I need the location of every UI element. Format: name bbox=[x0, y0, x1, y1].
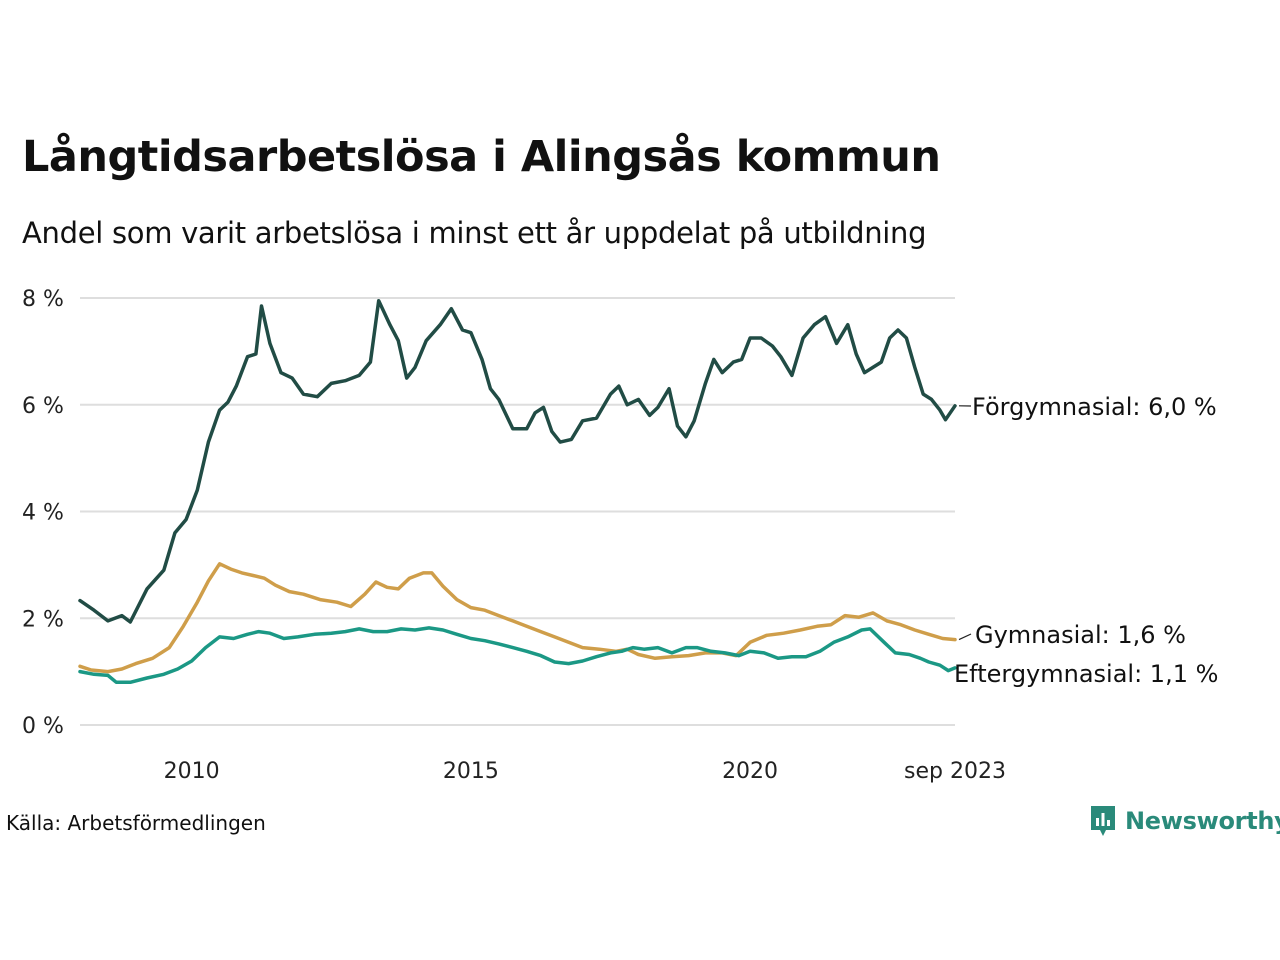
brand-name: Newsworthy bbox=[1125, 807, 1280, 835]
x-axis: 2010 2015 2020 sep 2023 bbox=[164, 759, 1006, 784]
chart-title: Långtidsarbetslösa i Alingsås kommun bbox=[22, 132, 941, 182]
chart-subtitle: Andel som varit arbetslösa i minst ett å… bbox=[22, 216, 927, 250]
line-chart: 0 % 2 % 4 % 6 % 8 % 2010 2015 2020 sep 2023 För… bbox=[22, 287, 1218, 784]
y-tick-label: 2 % bbox=[22, 607, 64, 632]
series-end-label: Eftergymnasial: 1,1 % bbox=[954, 660, 1218, 688]
label-connector bbox=[958, 633, 972, 641]
series-end-label: Gymnasial: 1,6 % bbox=[975, 621, 1186, 649]
x-tick-label: 2010 bbox=[164, 759, 220, 784]
series-line-eftergymnasial bbox=[78, 626, 957, 685]
source-note: Källa: Arbetsförmedlingen bbox=[6, 811, 266, 835]
y-tick-label: 4 % bbox=[22, 501, 64, 526]
series-line-förgymnasial bbox=[78, 298, 957, 624]
x-tick-label: 2020 bbox=[722, 759, 778, 784]
y-axis: 0 % 2 % 4 % 6 % 8 % bbox=[22, 287, 64, 739]
newsworthy-logo-icon bbox=[1091, 806, 1115, 836]
brand-logo: Newsworthy bbox=[1089, 804, 1280, 838]
y-tick-label: 6 % bbox=[22, 394, 64, 419]
x-tick-label: 2015 bbox=[443, 759, 499, 784]
gridlines bbox=[80, 297, 955, 726]
series-end-label: Förgymnasial: 6,0 % bbox=[972, 393, 1217, 421]
end-labels: Förgymnasial: 6,0 % Gymnasial: 1,6 % Efter… bbox=[954, 393, 1218, 688]
y-tick-label: 0 % bbox=[22, 714, 64, 739]
series-lines bbox=[78, 298, 957, 685]
x-tick-label: sep 2023 bbox=[904, 759, 1006, 784]
y-tick-label: 8 % bbox=[22, 287, 64, 312]
series-line-gymnasial bbox=[78, 562, 957, 674]
